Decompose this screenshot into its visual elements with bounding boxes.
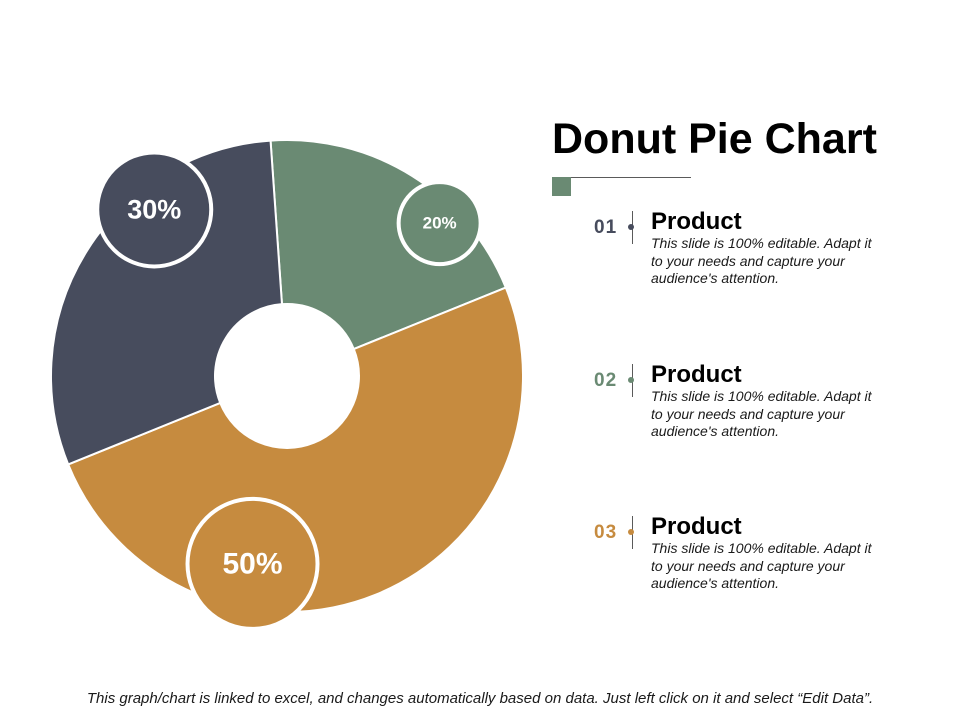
percentage-badge-3: [95, 150, 214, 269]
donut-slice-1[interactable]: [269, 139, 508, 351]
legend-title: Product: [651, 361, 742, 388]
legend-dot-icon: [628, 529, 634, 535]
percentage-badges: 20% 50% 30%: [95, 150, 483, 631]
legend-description: This slide is 100% editable. Adapt it to…: [651, 388, 872, 439]
legend-title: Product: [651, 513, 742, 540]
page-title: Donut Pie Chart: [552, 115, 877, 163]
title-underline: [571, 177, 691, 178]
legend-dot-icon: [628, 377, 634, 383]
percentage-badge-2: [185, 496, 320, 631]
legend-item-03: 03 Product This slide is 100% editable. …: [594, 513, 894, 606]
legend-title: Product: [651, 208, 742, 235]
footnote: This graph/chart is linked to excel, and…: [86, 690, 874, 707]
title-accent-square: [552, 177, 571, 196]
percentage-label-3: 30%: [127, 194, 181, 224]
percentage-label-2: 50%: [222, 547, 282, 580]
percentage-badge-1: [396, 180, 483, 267]
legend-description: This slide is 100% editable. Adapt it to…: [651, 235, 872, 286]
legend-description: This slide is 100% editable. Adapt it to…: [651, 540, 872, 591]
legend-dot-icon: [628, 224, 634, 230]
legend-item-01: 01 Product This slide is 100% editable. …: [594, 208, 894, 301]
percentage-label-1: 20%: [423, 214, 457, 233]
donut-slice-2[interactable]: [66, 286, 524, 613]
legend-number: 01: [594, 217, 618, 238]
legend-number: 02: [594, 370, 618, 391]
legend-item-02: 02 Product This slide is 100% editable. …: [594, 361, 894, 454]
legend-number: 03: [594, 522, 618, 543]
